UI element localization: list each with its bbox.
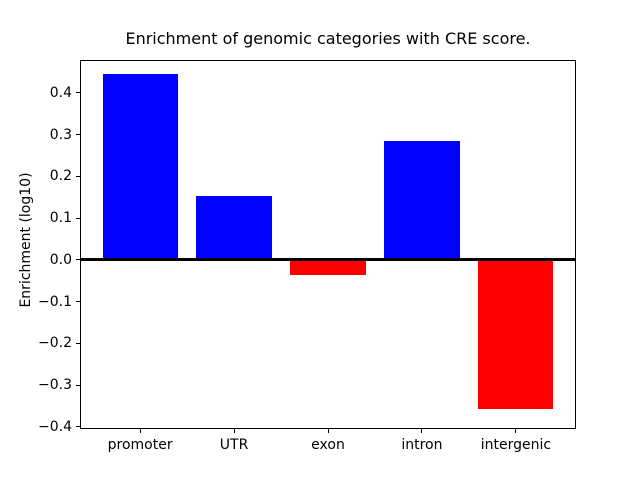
y-tick-3 bbox=[76, 217, 80, 219]
y-tick-label-6: −0.2 bbox=[38, 335, 72, 352]
y-tick-label-4: 0.0 bbox=[49, 251, 72, 268]
x-tick-intergenic bbox=[515, 429, 517, 433]
zero-line bbox=[80, 258, 576, 262]
y-tick-5 bbox=[76, 301, 80, 303]
y-tick-label-7: −0.3 bbox=[38, 377, 72, 394]
chart-title: Enrichment of genomic categories with CR… bbox=[125, 29, 531, 48]
x-tick-label-intergenic: intergenic bbox=[480, 437, 552, 453]
bar-exon bbox=[290, 259, 366, 276]
y-tick-0 bbox=[76, 92, 80, 94]
x-tick-intron bbox=[421, 429, 423, 433]
y-tick-1 bbox=[76, 134, 80, 136]
y-tick-6 bbox=[76, 342, 80, 344]
y-tick-7 bbox=[76, 384, 80, 386]
x-tick-UTR bbox=[233, 429, 235, 433]
y-tick-label-8: −0.4 bbox=[38, 418, 72, 435]
x-tick-exon bbox=[327, 429, 329, 433]
y-tick-label-0: 0.4 bbox=[49, 84, 72, 101]
y-tick-label-3: 0.1 bbox=[49, 210, 72, 227]
bar-intergenic bbox=[478, 259, 554, 410]
x-tick-promoter bbox=[139, 429, 141, 433]
y-tick-4 bbox=[76, 259, 80, 261]
x-tick-label-intron: intron bbox=[401, 437, 443, 453]
x-tick-label-promoter: promoter bbox=[107, 437, 173, 453]
bar-intron bbox=[384, 140, 460, 260]
y-tick-label-1: 0.3 bbox=[49, 126, 72, 143]
y-tick-8 bbox=[76, 426, 80, 428]
y-tick-label-2: 0.2 bbox=[49, 168, 72, 185]
x-tick-label-UTR: UTR bbox=[219, 437, 249, 453]
bar-promoter bbox=[102, 74, 178, 260]
y-tick-2 bbox=[76, 175, 80, 177]
x-tick-label-exon: exon bbox=[311, 437, 345, 453]
bar-UTR bbox=[196, 196, 272, 260]
y-tick-label-5: −0.1 bbox=[38, 293, 72, 310]
